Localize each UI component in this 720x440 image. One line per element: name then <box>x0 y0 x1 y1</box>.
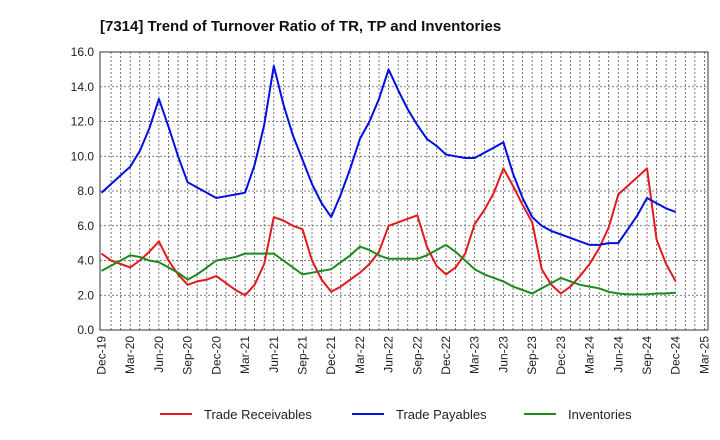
y-tick-label: 8.0 <box>77 184 94 198</box>
y-tick-label: 16.0 <box>71 45 95 59</box>
legend-label: Inventories <box>568 407 632 422</box>
x-tick-label: Dec-24 <box>669 336 683 375</box>
legend-item: Inventories <box>524 407 632 422</box>
x-tick-label: Dec-23 <box>554 336 568 375</box>
x-tick-label: Sep-21 <box>295 336 309 375</box>
legend-label: Trade Receivables <box>204 407 312 422</box>
y-tick-label: 4.0 <box>77 254 94 268</box>
legend-label: Trade Payables <box>396 407 487 422</box>
x-tick-label: Mar-22 <box>353 336 367 374</box>
plot-frame <box>99 51 709 331</box>
x-tick-label: Jun-21 <box>267 336 281 373</box>
legend-item: Trade Receivables <box>160 407 312 422</box>
y-tick-label: 14.0 <box>71 80 95 94</box>
y-tick-labels: 0.0 2.0 4.0 6.0 8.0 10.0 12.0 14.0 16.0 <box>71 45 95 337</box>
grid <box>100 52 708 330</box>
x-tick-label: Dec-21 <box>324 336 338 375</box>
y-tick-label: 10.0 <box>71 149 95 163</box>
x-tick-label: Sep-23 <box>525 336 539 375</box>
series-line-inventories <box>101 243 676 296</box>
x-tick-label: Jun-24 <box>611 336 625 373</box>
x-tick-label: Jun-23 <box>496 336 510 373</box>
series-lines <box>100 64 677 297</box>
x-tick-label: Dec-19 <box>95 336 109 375</box>
legend: Trade Receivables Trade Payables Inventori… <box>160 407 632 422</box>
y-tick-label: 6.0 <box>77 219 94 233</box>
x-tick-label: Sep-24 <box>640 336 654 375</box>
y-tick-label: 12.0 <box>71 115 95 129</box>
x-tick-label: Mar-21 <box>238 336 252 374</box>
x-tick-label: Sep-20 <box>181 336 195 375</box>
y-tick-label: 2.0 <box>77 288 94 302</box>
x-tick-label: Mar-23 <box>468 336 482 374</box>
x-tick-label: Mar-20 <box>123 336 137 374</box>
series-line-trade-receivables <box>100 167 677 297</box>
legend-item: Trade Payables <box>352 407 487 422</box>
x-tick-label: Mar-25 <box>697 336 711 374</box>
x-tick-label: Mar-24 <box>583 336 597 374</box>
x-tick-label: Sep-22 <box>410 336 424 375</box>
x-tick-label: Jun-22 <box>382 336 396 373</box>
x-tick-label: Dec-22 <box>439 336 453 375</box>
chart-title: [7314] Trend of Turnover Ratio of TR, TP… <box>100 18 501 35</box>
x-tick-label: Dec-20 <box>209 336 223 375</box>
series-line-trade-payables <box>100 64 677 246</box>
y-tick-label: 0.0 <box>77 323 94 337</box>
x-tick-labels: Dec-19 Mar-20 Jun-20 Sep-20 Dec-20 Mar-21 Jun-… <box>95 336 712 375</box>
x-tick-label: Jun-20 <box>152 336 166 373</box>
